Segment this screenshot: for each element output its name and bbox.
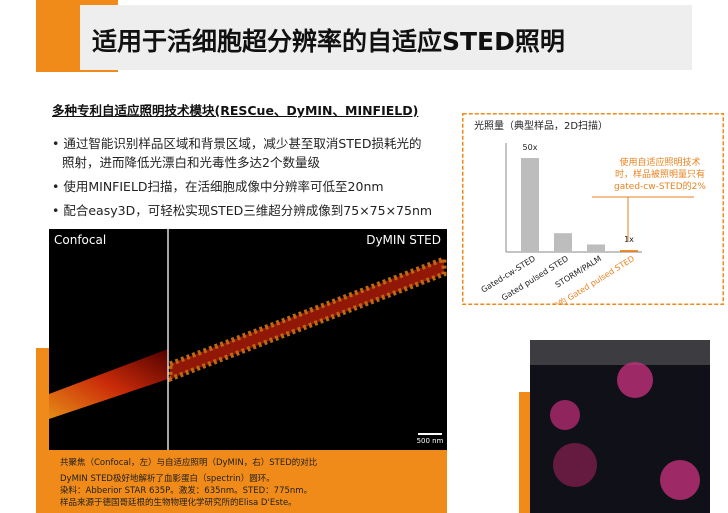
annotation: 使用自适应照明技术 <box>619 156 700 168</box>
caption-line: 共聚焦（Confocal，左）与自适应照明（DyMIN，右）STED的对比 <box>60 458 318 468</box>
bullet-text: 照射，进而降低光漂白和光毒性多达2个数量级 <box>62 155 320 170</box>
image-label: Confocal <box>54 233 106 247</box>
bullet-text: 配合easy3D，可轻松实现STED三维超分辨成像到75×75×75nm <box>63 203 433 218</box>
bar <box>587 244 605 252</box>
bullet: • 配合easy3D，可轻松实现STED三维超分辨成像到75×75×75nm <box>52 203 433 218</box>
micrograph: Confocal DyMIN STED 500 nm <box>49 229 447 450</box>
pixel-image <box>530 340 710 513</box>
subtitle: 多种专利自适应照明技术模块(RESCue、DyMIN、MINFIELD) <box>52 103 419 118</box>
bar <box>554 233 572 252</box>
bullet: • 通过智能识别样品区域和背景区域，减少甚至取消STED损耗光的 <box>52 136 422 151</box>
bullet-text: 使用MINFIELD扫描，在活细胞成像中分辨率可低至20nm <box>63 179 384 194</box>
image-label: DyMIN STED <box>366 233 441 247</box>
value-label: 1x <box>624 235 634 244</box>
value-label: 50x <box>523 143 538 152</box>
bar <box>521 158 539 252</box>
caption-line: DyMIN STED极好地解析了血影蛋白（spectrin）圆环。 <box>60 474 275 484</box>
scale-label: 500 nm <box>417 437 444 445</box>
title: 适用于活细胞超分辨率的自适应STED照明 <box>92 27 565 56</box>
caption-line: 染料：Abberior STAR 635P。激发：635nm。STED：775n… <box>60 486 313 496</box>
bullet: • 使用MINFIELD扫描，在活细胞成像中分辨率可低至20nm <box>52 179 384 194</box>
bar <box>620 250 638 252</box>
title-banner <box>80 5 692 70</box>
caption-line: 样品来源于德国哥廷根的生物物理化学研究所的Elisa D'Este。 <box>60 498 297 508</box>
annotation-line <box>592 196 694 241</box>
annotation: gated-cw-STED的2% <box>614 180 706 192</box>
annotation: 时，样品被照明量只有 <box>615 168 705 180</box>
chart-title: 光照量（典型样品，2D扫描） <box>474 119 608 132</box>
bullet-text: 通过智能识别样品区域和背景区域，减少甚至取消STED损耗光的 <box>63 136 422 151</box>
